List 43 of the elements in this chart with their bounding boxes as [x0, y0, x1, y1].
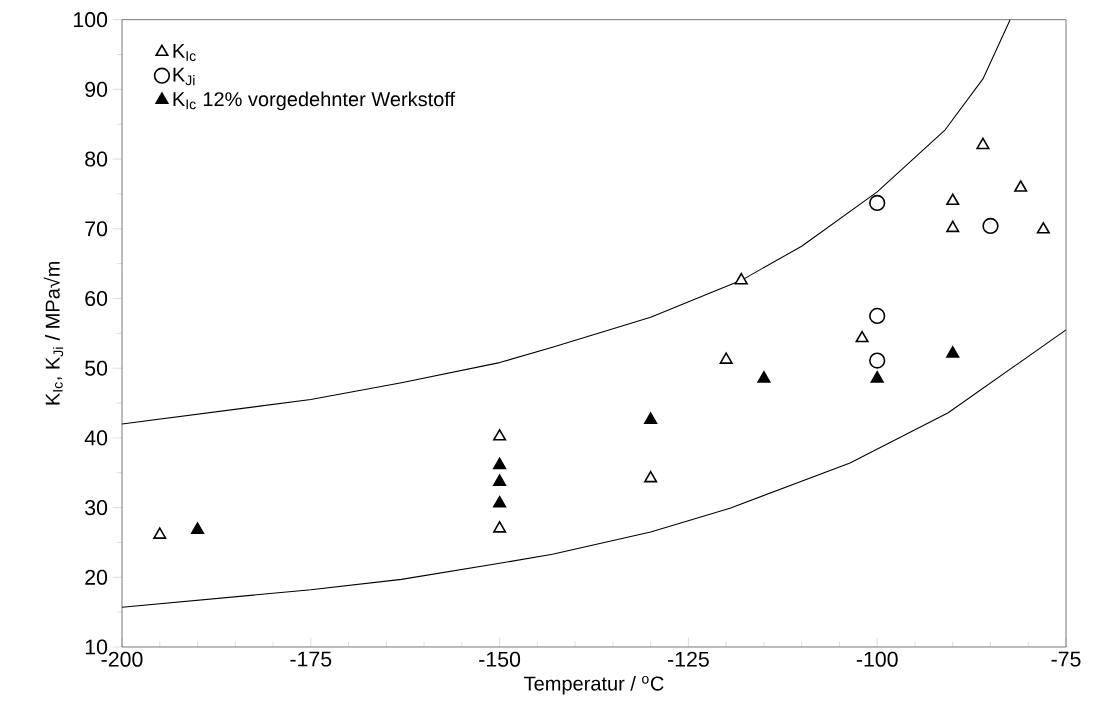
- point: [1014, 180, 1028, 192]
- point: [734, 272, 748, 285]
- point: [644, 412, 658, 424]
- point: [855, 330, 869, 343]
- x-tick-label: -100: [856, 651, 898, 667]
- point: [976, 137, 990, 150]
- point: [190, 522, 205, 535]
- x-tick-label: -125: [668, 651, 709, 667]
- point: [493, 474, 507, 486]
- point: [493, 429, 507, 441]
- x-axis-title: Temperatur / $^{o}$C: [524, 675, 664, 695]
- x-tick-label: -75: [1051, 651, 1081, 667]
- point: [982, 217, 999, 235]
- y-tick-label: 20: [85, 569, 108, 585]
- y-tick-label: 70: [85, 221, 108, 237]
- y-tick-label: 100: [74, 12, 108, 28]
- y-axis-title: K$_{Ic}$, K$_{Ji}$ / MPa√m: [43, 261, 64, 405]
- legend-label: K$_{Ic}$: [173, 44, 196, 62]
- point: [493, 521, 507, 533]
- point: [493, 457, 507, 470]
- point: [719, 352, 733, 364]
- y-tick-label: 30: [85, 500, 108, 516]
- point: [946, 220, 960, 233]
- x-tick-label: -150: [479, 651, 521, 667]
- point: [869, 194, 886, 212]
- point: [1036, 222, 1050, 234]
- point: [644, 470, 658, 483]
- point: [946, 346, 960, 358]
- point: [946, 193, 960, 206]
- point: [757, 371, 771, 383]
- y-tick-label: 50: [85, 360, 108, 376]
- point: [869, 307, 886, 325]
- legend-label: K$_{Ji}$: [173, 67, 195, 86]
- point: [870, 371, 884, 383]
- y-tick-label: 40: [84, 430, 108, 446]
- point: [869, 352, 886, 369]
- y-tick-label: 80: [85, 151, 108, 167]
- point: [153, 527, 167, 539]
- legend-label: K$_{Ic}$ 12% vorgedehnter Werkstoff: [173, 91, 456, 111]
- point: [493, 495, 507, 508]
- x-tick-label: -175: [290, 651, 332, 667]
- y-tick-label: 60: [85, 290, 108, 307]
- y-tick-label: 90: [85, 81, 108, 97]
